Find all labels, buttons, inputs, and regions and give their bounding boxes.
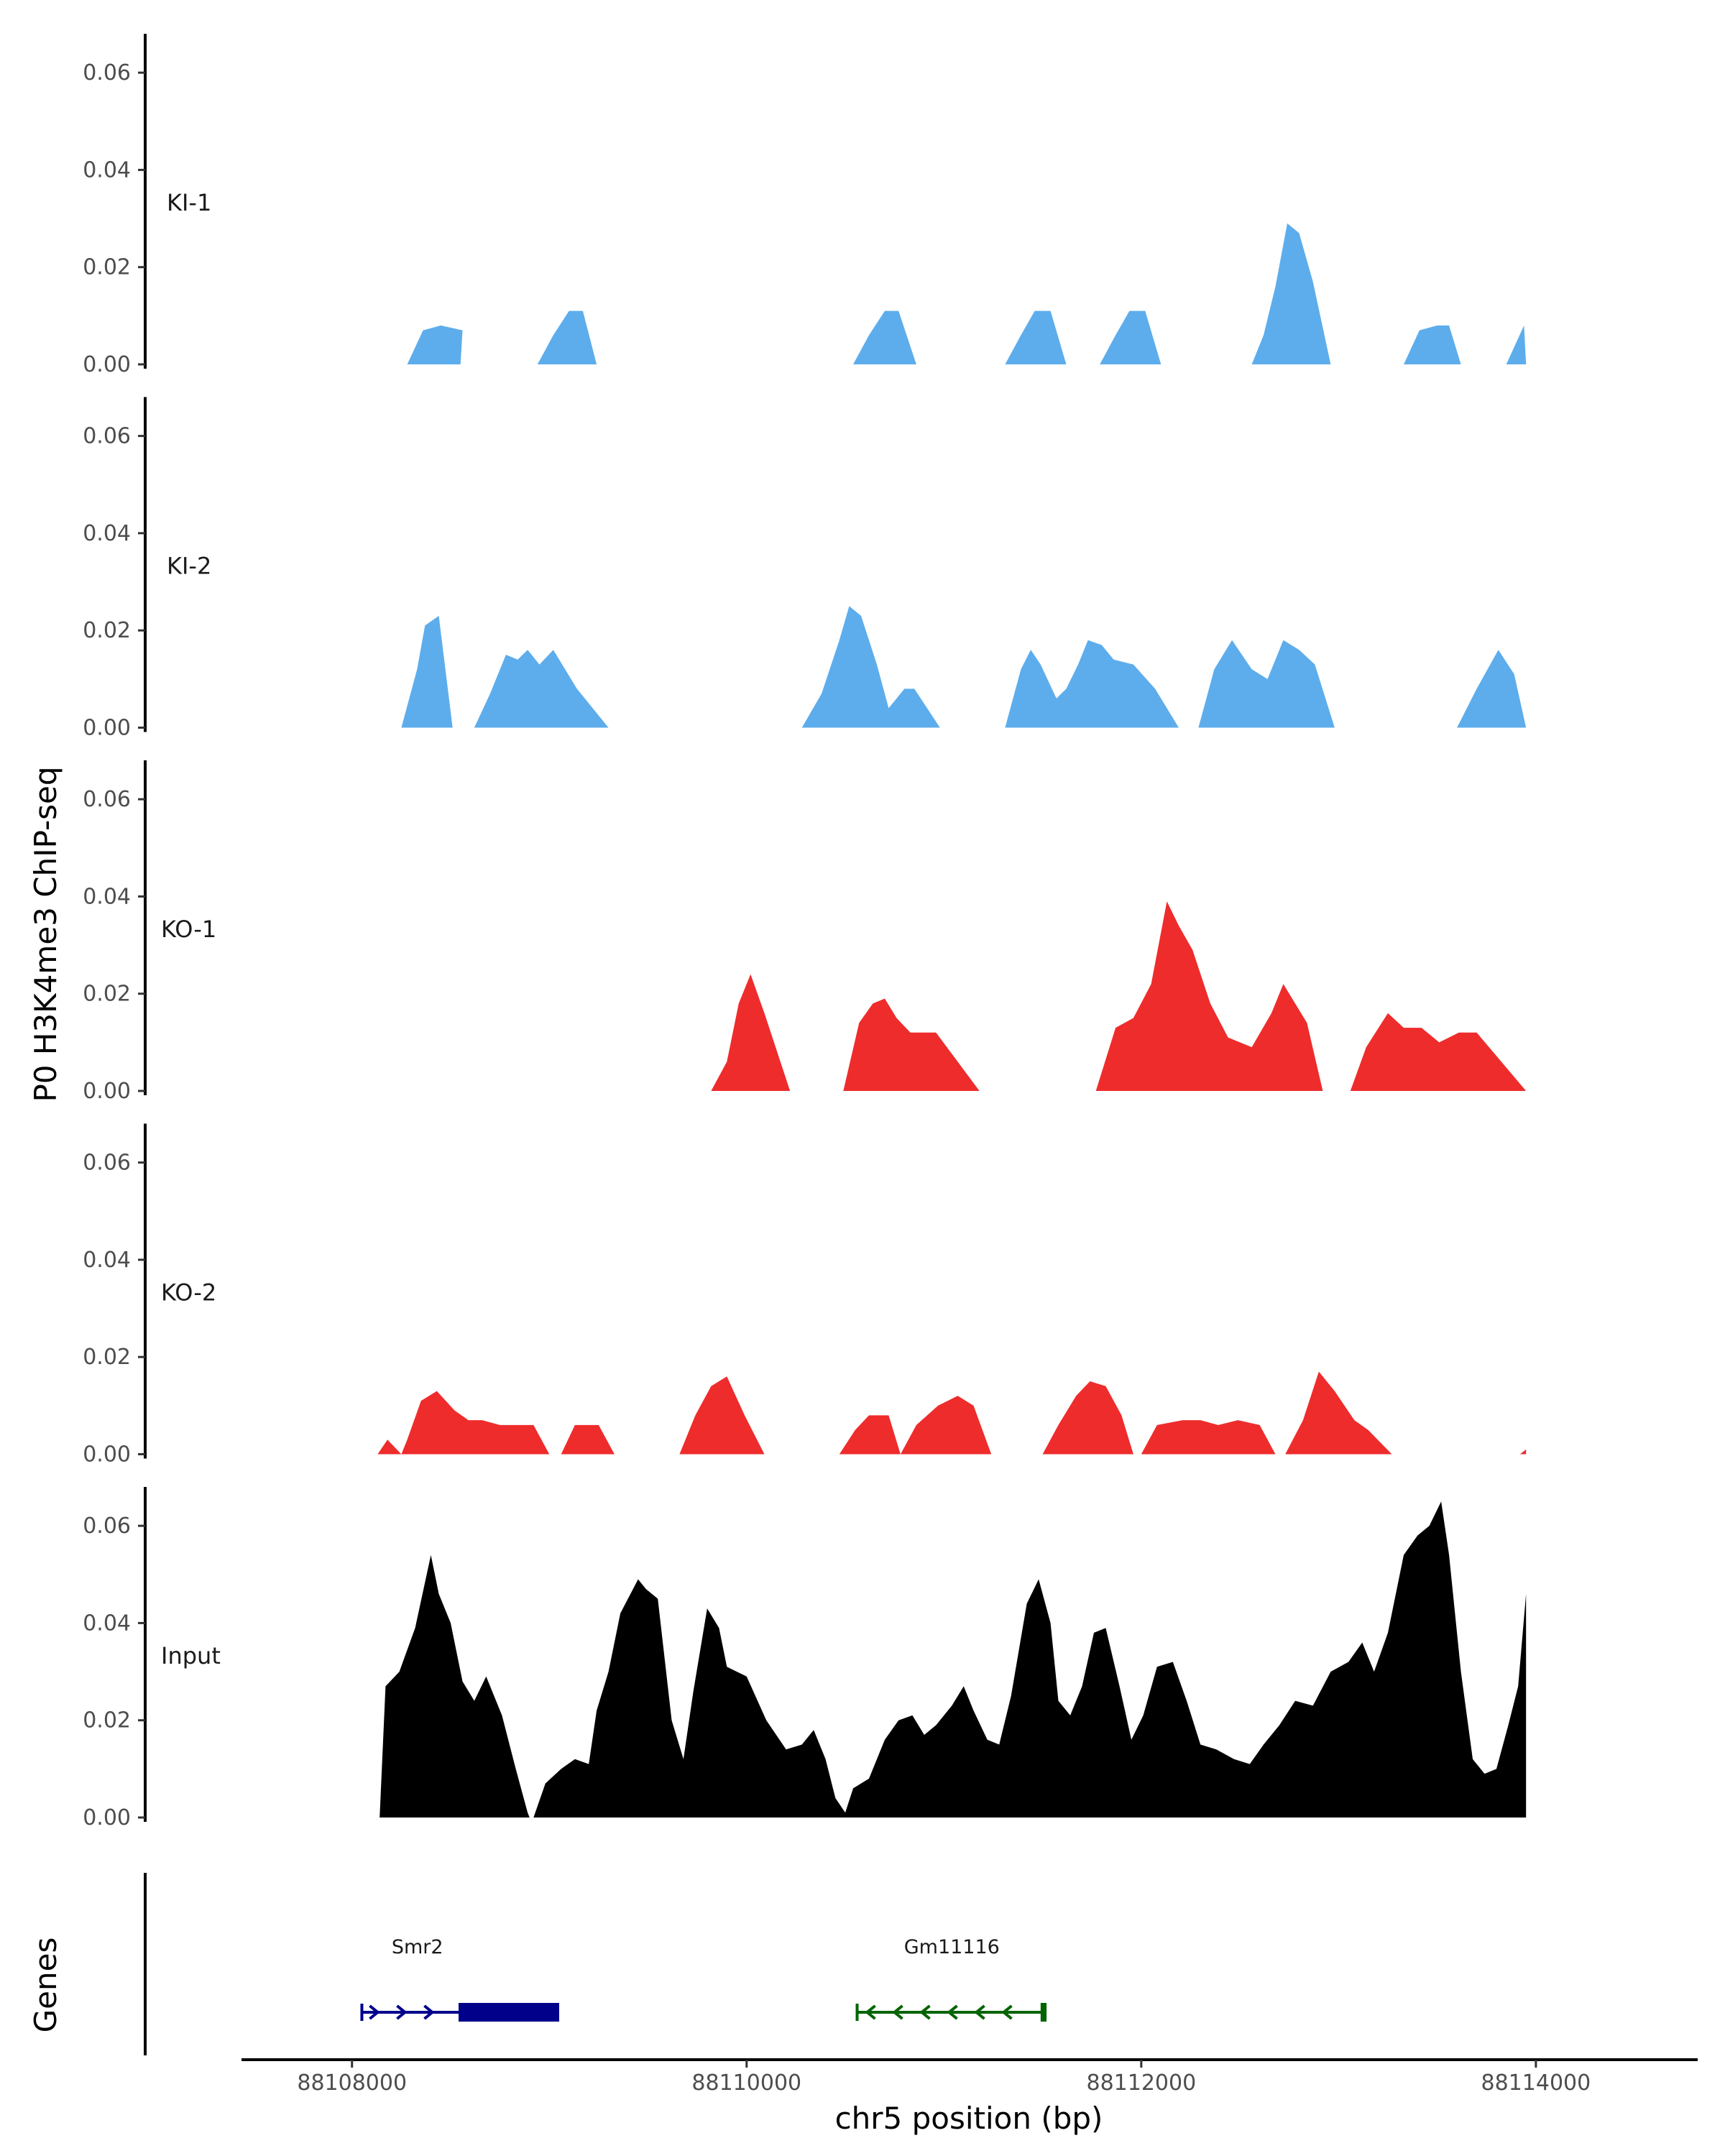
y-tick-label: 0.00 <box>83 716 131 741</box>
gene-exon <box>1040 2003 1047 2022</box>
gene-gm11116: Gm11116 <box>855 1936 1047 2022</box>
x-tick-label: 88114000 <box>1481 2070 1591 2096</box>
strand-arrow <box>947 2004 958 2020</box>
coverage-area-ko-1 <box>711 901 1527 1091</box>
gene-smr2: Smr2 <box>360 1936 559 2022</box>
tracks-layer: 0.00 0.02 0.04 0.06 KI-1 0.00 0.02 0.04 0.06 KI-2… <box>83 34 1527 1830</box>
x-tick-label: 88112000 <box>1086 2070 1196 2096</box>
track-label: KI-2 <box>167 553 211 580</box>
strand-arrow <box>369 2004 380 2020</box>
strand-arrow <box>919 2004 931 2020</box>
y-tick-label: 0.04 <box>83 1248 131 1273</box>
track-ki-1: 0.00 0.02 0.04 0.06 KI-1 <box>83 34 1527 377</box>
y-tick-label: 0.04 <box>83 1611 131 1636</box>
strand-arrow <box>423 2004 435 2020</box>
y-tick-label: 0.00 <box>83 1805 131 1830</box>
gene-label: Gm11116 <box>904 1936 1000 1958</box>
y-tick-label: 0.04 <box>83 884 131 909</box>
strand-arrow <box>974 2004 985 2020</box>
y-tick-label: 0.02 <box>83 618 131 643</box>
y-tick-label: 0.02 <box>83 255 131 280</box>
track-label: KO-2 <box>161 1279 216 1307</box>
track-label: KI-1 <box>167 189 211 216</box>
track-label: KO-1 <box>161 916 216 943</box>
y-tick-label: 0.04 <box>83 521 131 546</box>
x-tick-label: 88108000 <box>297 2070 407 2096</box>
strand-arrow <box>1001 2004 1013 2020</box>
track-input: 0.00 0.02 0.04 0.06 Input <box>83 1487 1527 1830</box>
y-tick-label: 0.06 <box>83 60 131 86</box>
coverage-area-input <box>380 1501 1527 1818</box>
gene-exon <box>458 2003 559 2022</box>
track-ko-2: 0.00 0.02 0.04 0.06 KO-2 <box>83 1123 1527 1468</box>
y-tick-label: 0.02 <box>83 1708 131 1733</box>
y-axis-title: P0 H3K4me3 ChIP-seq <box>28 766 63 1102</box>
x-axis-title: chr5 position (bp) <box>835 2101 1103 2136</box>
strand-arrow <box>865 2004 876 2020</box>
coverage-area-ko-2 <box>377 1371 1527 1455</box>
track-label: Input <box>161 1642 221 1669</box>
track-ki-2: 0.00 0.02 0.04 0.06 KI-2 <box>83 397 1527 741</box>
coverage-area-ki-1 <box>407 223 1527 364</box>
y-tick-label: 0.00 <box>83 1079 131 1104</box>
genes-layer: Smr2 Gm11116 <box>144 1873 1047 2055</box>
y-tick-label: 0.06 <box>83 787 131 812</box>
y-tick-label: 0.00 <box>83 352 131 377</box>
strand-arrow <box>396 2004 408 2020</box>
y-tick-label: 0.06 <box>83 1151 131 1176</box>
y-tick-label: 0.06 <box>83 1514 131 1539</box>
y-tick-label: 0.00 <box>83 1442 131 1468</box>
strand-arrow <box>892 2004 903 2020</box>
track-ko-1: 0.00 0.02 0.04 0.06 KO-1 <box>83 760 1527 1104</box>
y-tick-label: 0.06 <box>83 424 131 449</box>
gene-label: Smr2 <box>392 1936 443 1958</box>
genes-panel-title: Genes <box>28 1938 63 2033</box>
y-tick-label: 0.02 <box>83 982 131 1007</box>
y-tick-label: 0.04 <box>83 157 131 183</box>
x-axis: 88108000 88110000 88112000 88114000 <box>242 2058 1698 2096</box>
coverage-area-ki-2 <box>401 606 1527 728</box>
x-tick-label: 88110000 <box>691 2070 801 2096</box>
y-tick-label: 0.02 <box>83 1345 131 1370</box>
